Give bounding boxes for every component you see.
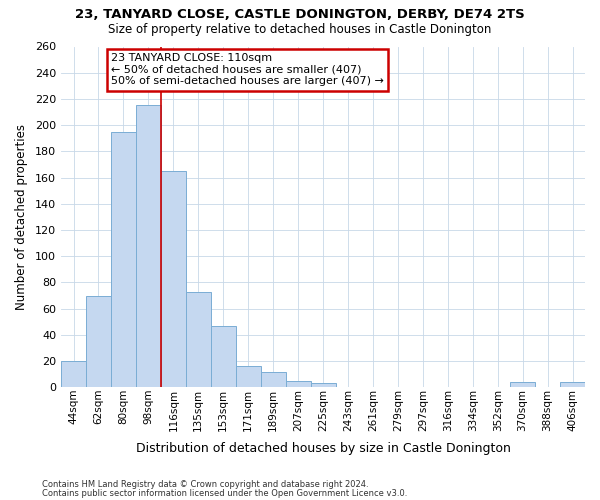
Bar xyxy=(161,171,186,388)
Text: Contains HM Land Registry data © Crown copyright and database right 2024.: Contains HM Land Registry data © Crown c… xyxy=(42,480,368,489)
Bar xyxy=(111,132,136,388)
Bar xyxy=(211,326,236,388)
X-axis label: Distribution of detached houses by size in Castle Donington: Distribution of detached houses by size … xyxy=(136,442,511,455)
Bar xyxy=(260,372,286,388)
Text: 23, TANYARD CLOSE, CASTLE DONINGTON, DERBY, DE74 2TS: 23, TANYARD CLOSE, CASTLE DONINGTON, DER… xyxy=(75,8,525,20)
Text: 23 TANYARD CLOSE: 110sqm
← 50% of detached houses are smaller (407)
50% of semi-: 23 TANYARD CLOSE: 110sqm ← 50% of detach… xyxy=(111,53,384,86)
Bar xyxy=(61,361,86,388)
Text: Contains public sector information licensed under the Open Government Licence v3: Contains public sector information licen… xyxy=(42,488,407,498)
Y-axis label: Number of detached properties: Number of detached properties xyxy=(15,124,28,310)
Bar xyxy=(136,106,161,388)
Bar xyxy=(311,384,335,388)
Bar xyxy=(560,382,585,388)
Bar xyxy=(86,296,111,388)
Bar xyxy=(510,382,535,388)
Bar xyxy=(286,381,311,388)
Text: Size of property relative to detached houses in Castle Donington: Size of property relative to detached ho… xyxy=(109,22,491,36)
Bar xyxy=(236,366,260,388)
Bar xyxy=(186,292,211,388)
